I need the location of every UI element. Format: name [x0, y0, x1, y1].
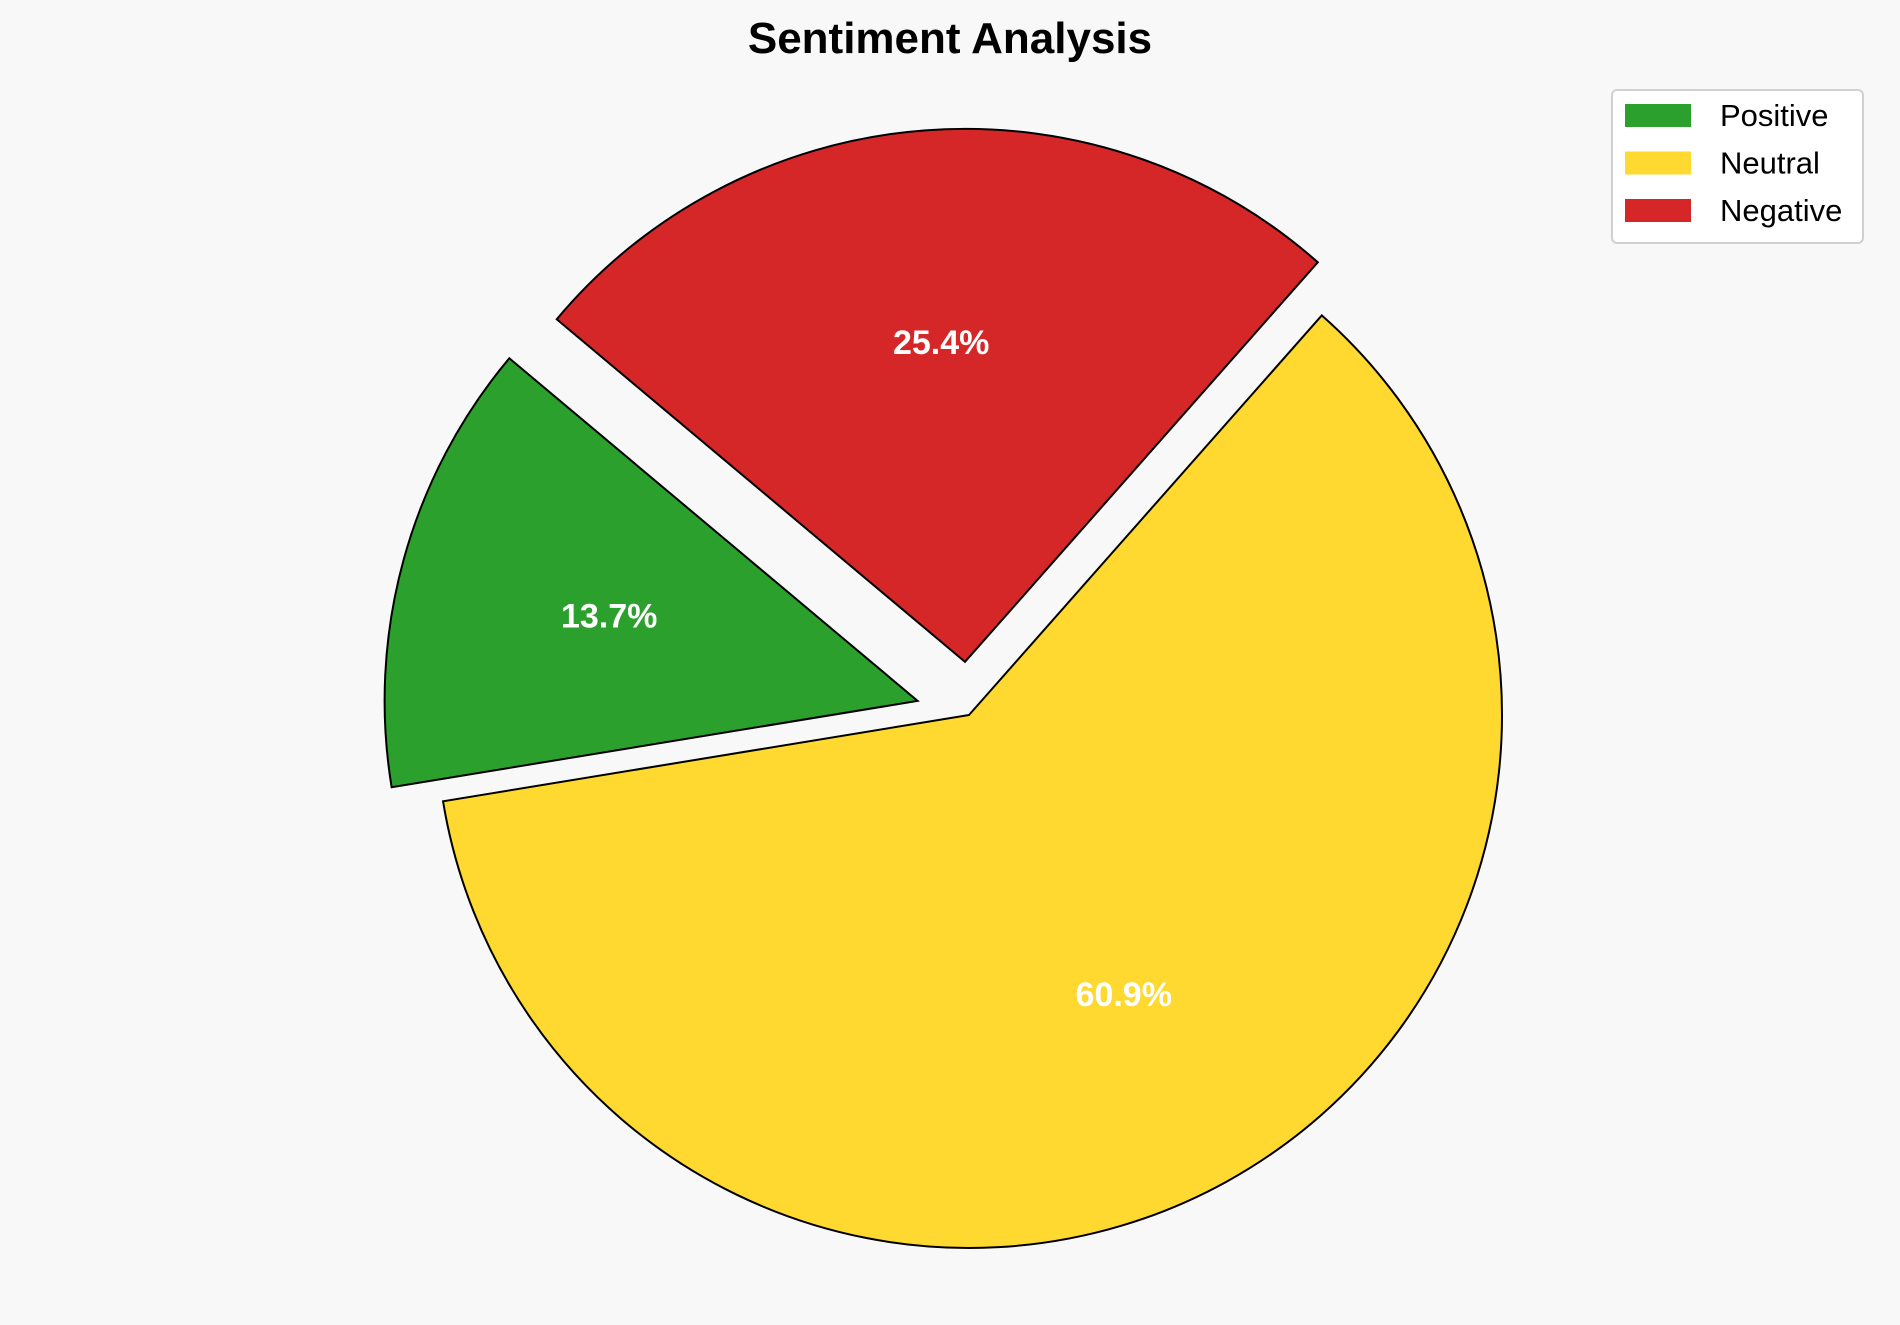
- legend-swatch-positive: [1625, 104, 1691, 127]
- chart-title: Sentiment Analysis: [748, 14, 1152, 63]
- slice-label-neutral: 60.9%: [1076, 976, 1172, 1014]
- slice-label-negative: 25.4%: [893, 324, 989, 362]
- pie-slice-positive: [383, 356, 920, 789]
- legend-label-negative: Negative: [1720, 193, 1842, 228]
- pie-slice-negative: [555, 127, 1320, 664]
- legend-label-positive: Positive: [1720, 98, 1829, 133]
- slice-label-positive: 13.7%: [561, 597, 657, 635]
- legend-swatch-negative: [1625, 199, 1691, 222]
- pie-slice-neutral: [441, 314, 1503, 1249]
- legend: Positive Neutral Negative: [1611, 89, 1864, 244]
- legend-swatch-neutral: [1625, 151, 1691, 175]
- legend-label-neutral: Neutral: [1720, 146, 1820, 181]
